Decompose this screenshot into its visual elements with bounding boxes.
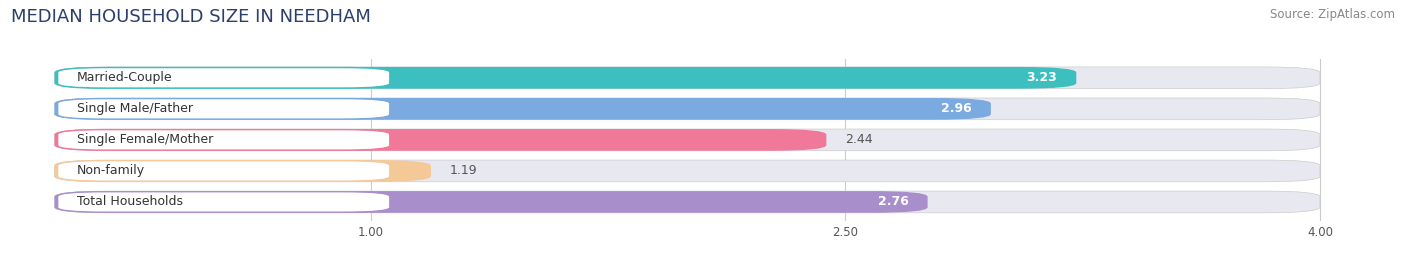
Text: MEDIAN HOUSEHOLD SIZE IN NEEDHAM: MEDIAN HOUSEHOLD SIZE IN NEEDHAM bbox=[11, 8, 371, 26]
Text: 2.44: 2.44 bbox=[845, 133, 873, 146]
Text: 1.19: 1.19 bbox=[450, 164, 478, 178]
Text: Non-family: Non-family bbox=[77, 164, 145, 178]
Text: 2.76: 2.76 bbox=[877, 196, 908, 208]
Text: 3.23: 3.23 bbox=[1026, 71, 1057, 84]
FancyBboxPatch shape bbox=[55, 191, 928, 213]
FancyBboxPatch shape bbox=[58, 99, 389, 119]
FancyBboxPatch shape bbox=[58, 130, 389, 150]
FancyBboxPatch shape bbox=[58, 161, 389, 181]
FancyBboxPatch shape bbox=[55, 191, 1320, 213]
Text: Total Households: Total Households bbox=[77, 196, 183, 208]
FancyBboxPatch shape bbox=[58, 68, 389, 88]
Text: Source: ZipAtlas.com: Source: ZipAtlas.com bbox=[1270, 8, 1395, 21]
FancyBboxPatch shape bbox=[55, 160, 432, 182]
Text: Single Male/Father: Single Male/Father bbox=[77, 102, 193, 115]
Text: Single Female/Mother: Single Female/Mother bbox=[77, 133, 212, 146]
FancyBboxPatch shape bbox=[55, 129, 1320, 151]
FancyBboxPatch shape bbox=[55, 129, 827, 151]
FancyBboxPatch shape bbox=[55, 67, 1077, 89]
FancyBboxPatch shape bbox=[58, 192, 389, 212]
Text: 2.96: 2.96 bbox=[941, 102, 972, 115]
FancyBboxPatch shape bbox=[55, 160, 1320, 182]
FancyBboxPatch shape bbox=[55, 98, 991, 120]
FancyBboxPatch shape bbox=[55, 67, 1320, 89]
FancyBboxPatch shape bbox=[55, 98, 1320, 120]
Text: Married-Couple: Married-Couple bbox=[77, 71, 173, 84]
